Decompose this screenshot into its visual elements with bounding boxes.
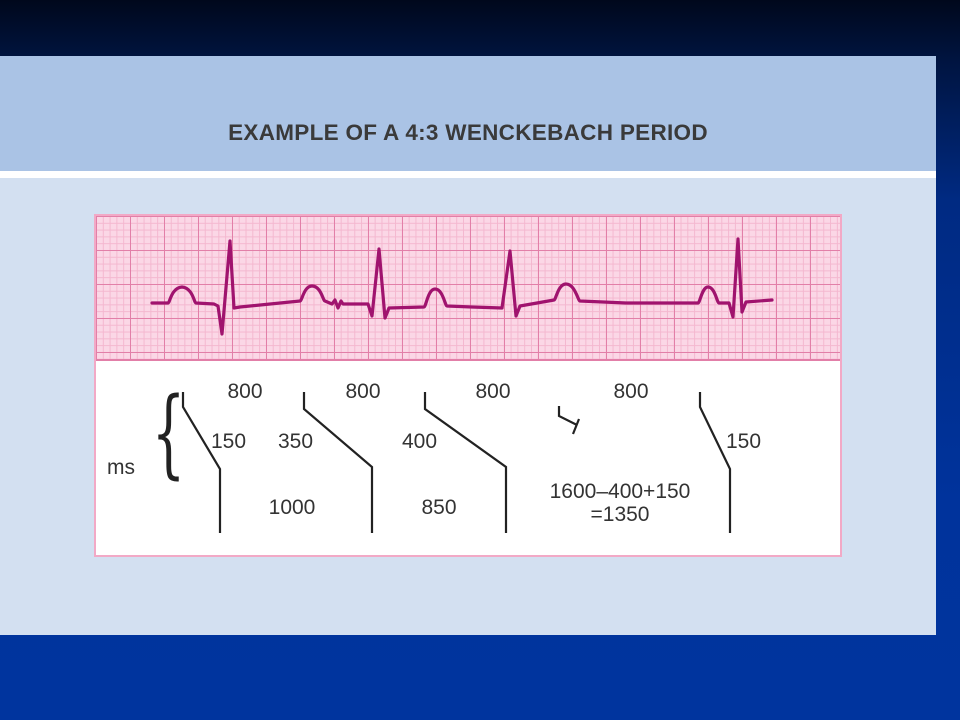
- content-panel: EXAMPLE OF A 4:3 WENCKEBACH PERIOD: [0, 56, 936, 635]
- ladder-diagram: { ms 800 800 800 800 150 350 400 150 100…: [96, 361, 840, 555]
- ecg-strip: [96, 216, 840, 361]
- ladder-line-beat-2: [302, 392, 374, 533]
- atrial-interval-3: 800: [475, 380, 511, 403]
- ladder-line-beat-3: [423, 392, 508, 533]
- atrial-interval-2: 800: [345, 380, 381, 403]
- pause-formula-line-1: 1600–400+150: [549, 480, 691, 503]
- ecg-trace-svg: [150, 237, 774, 336]
- ventricular-interval-2: 850: [421, 496, 457, 519]
- atrial-interval-4: 800: [613, 380, 649, 403]
- atrial-interval-1: 800: [227, 380, 263, 403]
- ladder-line-beat-5: [698, 392, 732, 533]
- blocked-beat-line: [557, 406, 578, 426]
- title-band: EXAMPLE OF A 4:3 WENCKEBACH PERIOD: [0, 56, 936, 178]
- pause-formula-line-2: =1350: [590, 503, 650, 526]
- conduction-time-3: 400: [402, 430, 438, 453]
- figure-title: EXAMPLE OF A 4:3 WENCKEBACH PERIOD: [228, 120, 708, 145]
- conduction-time-4: 150: [726, 430, 762, 453]
- unit-label-ms: ms: [107, 456, 135, 479]
- ecg-trace: [150, 237, 774, 336]
- ladder-lines-svg: [181, 392, 732, 533]
- conduction-time-2: 350: [278, 430, 314, 453]
- conduction-time-1: 150: [211, 430, 247, 453]
- block-mark: [571, 418, 581, 435]
- ladder-line-beat-1: [181, 392, 222, 533]
- ventricular-interval-1: 1000: [268, 496, 316, 519]
- ms-brace: {: [151, 377, 186, 489]
- wenckebach-figure: { ms 800 800 800 800 150 350 400 150 100…: [94, 214, 842, 557]
